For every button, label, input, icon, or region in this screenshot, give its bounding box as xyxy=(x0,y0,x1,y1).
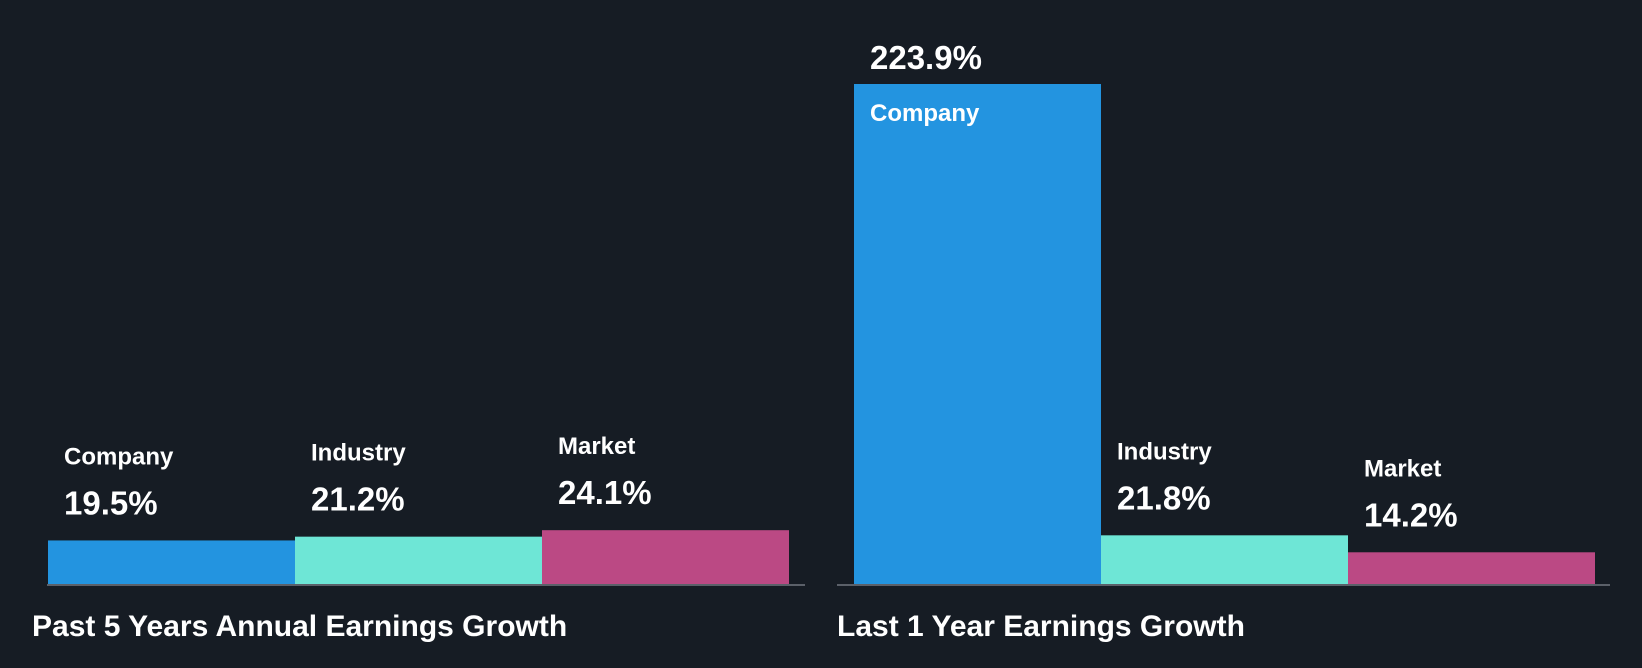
value-label-2-market: 14.2% xyxy=(1364,496,1458,533)
category-label-2-company: Company xyxy=(870,100,980,127)
value-label-1-industry: 21.2% xyxy=(311,481,405,518)
panel-1-title: Past 5 Years Annual Earnings Growth xyxy=(32,610,567,643)
value-label-1-company: 19.5% xyxy=(64,484,158,521)
panel-past-5-years: Past 5 Years Annual Earnings Growth 19.5… xyxy=(32,433,805,643)
value-label-1-market: 24.1% xyxy=(558,474,652,511)
category-label-2-market: Market xyxy=(1364,455,1441,482)
bar-2-company xyxy=(854,84,1101,584)
bar-2-market xyxy=(1348,552,1595,584)
category-label-1-industry: Industry xyxy=(311,440,406,467)
value-label-2-industry: 21.8% xyxy=(1117,479,1211,516)
panel-2-title: Last 1 Year Earnings Growth xyxy=(837,610,1245,643)
bar-1-company xyxy=(48,540,295,584)
category-label-1-company: Company xyxy=(64,443,174,470)
category-label-2-industry: Industry xyxy=(1117,438,1212,465)
category-label-1-market: Market xyxy=(558,433,635,460)
panel-last-1-year: Last 1 Year Earnings Growth 223.9% Compan… xyxy=(837,39,1610,643)
bar-1-industry xyxy=(295,536,542,584)
value-label-2-company: 223.9% xyxy=(870,39,982,76)
bar-2-industry xyxy=(1101,535,1348,584)
bar-1-market xyxy=(542,530,789,584)
